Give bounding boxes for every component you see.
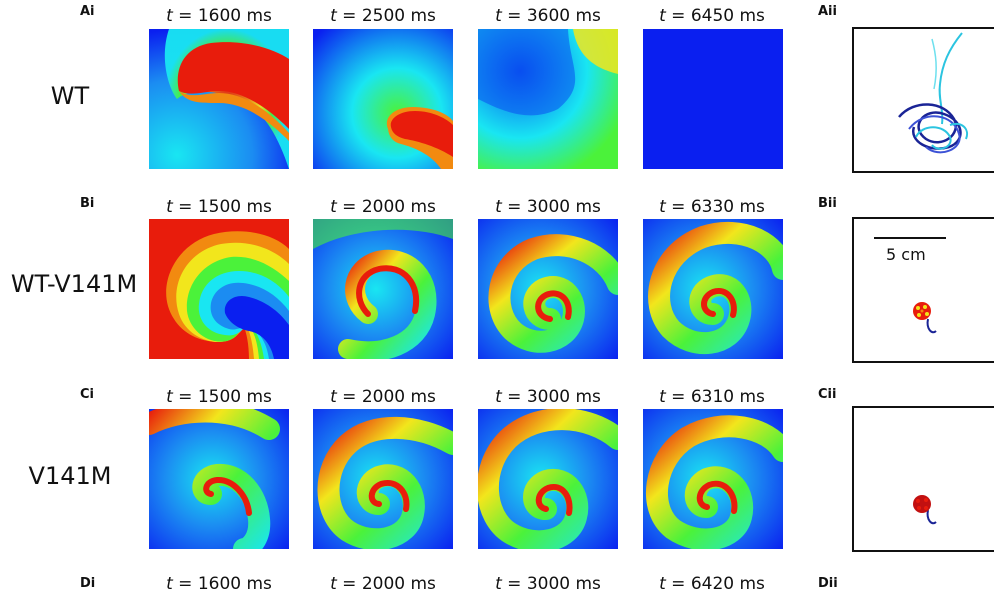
- simulation-frame-a2: [313, 29, 453, 169]
- simulation-frame-b1: [149, 219, 289, 359]
- frame-time-b1: t = 1500 ms: [166, 197, 272, 217]
- tip-trajectory-a: [852, 27, 994, 173]
- frame-time-a4: t = 6450 ms: [659, 6, 765, 26]
- frame-time-c2: t = 2000 ms: [330, 387, 436, 407]
- frame-time-c1: t = 1500 ms: [166, 387, 272, 407]
- panel-label-bi: Bi: [80, 196, 95, 211]
- panel-label-ai: Ai: [80, 4, 95, 19]
- frame-time-b3: t = 3000 ms: [495, 197, 601, 217]
- panel-label-aii: Aii: [818, 4, 837, 19]
- tip-trajectory-b: 5 cm: [852, 217, 994, 363]
- simulation-frame-a1: [149, 29, 289, 169]
- frame-time-c3: t = 3000 ms: [495, 387, 601, 407]
- simulation-frame-c1: [149, 409, 289, 549]
- frame-time-a3: t = 3600 ms: [495, 6, 601, 26]
- panel-label-ci: Ci: [80, 387, 94, 402]
- simulation-frame-c4: [643, 409, 783, 549]
- simulation-frame-b2: [313, 219, 453, 359]
- simulation-frame-b3: [478, 219, 618, 359]
- frame-time-d4: t = 6420 ms: [659, 574, 765, 594]
- tip-trajectory-c: [852, 406, 994, 552]
- scale-bar-label: 5 cm: [886, 245, 926, 264]
- simulation-frame-c3: [478, 409, 618, 549]
- panel-label-bii: Bii: [818, 196, 837, 211]
- genotype-label-v141m: V141M: [28, 462, 112, 490]
- frame-time-c4: t = 6310 ms: [659, 387, 765, 407]
- frame-time-d3: t = 3000 ms: [495, 574, 601, 594]
- genotype-label-wt: WT: [50, 82, 90, 110]
- frame-time-d1: t = 1600 ms: [166, 574, 272, 594]
- panel-label-di: Di: [80, 576, 96, 591]
- frame-time-d2: t = 2000 ms: [330, 574, 436, 594]
- frame-time-b4: t = 6330 ms: [659, 197, 765, 217]
- simulation-frame-c2: [313, 409, 453, 549]
- frame-time-a2: t = 2500 ms: [330, 6, 436, 26]
- simulation-frame-b4: [643, 219, 783, 359]
- frame-time-a1: t = 1600 ms: [166, 6, 272, 26]
- simulation-frame-a4: [643, 29, 783, 169]
- panel-label-cii: Cii: [818, 387, 837, 402]
- simulation-frame-a3: [478, 29, 618, 169]
- panel-label-dii: Dii: [818, 576, 838, 591]
- genotype-label-wt-v141m: WT-V141M: [10, 270, 138, 298]
- frame-time-b2: t = 2000 ms: [330, 197, 436, 217]
- scale-bar: [874, 237, 946, 239]
